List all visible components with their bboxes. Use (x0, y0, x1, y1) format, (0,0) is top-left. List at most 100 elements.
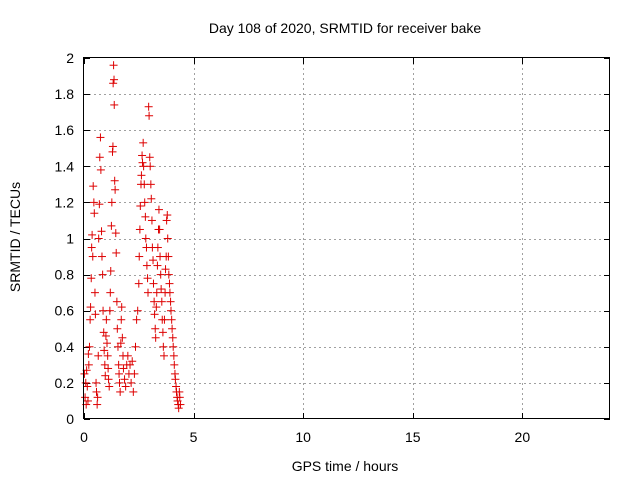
x-tick-label: 15 (405, 429, 421, 445)
data-point (130, 369, 139, 378)
data-point (170, 360, 179, 369)
data-point (133, 306, 142, 315)
data-point (110, 176, 119, 185)
data-point (109, 61, 118, 70)
data-point (94, 234, 103, 243)
data-point (110, 75, 119, 84)
y-tick-label: 2 (66, 50, 74, 66)
data-point (159, 342, 168, 351)
data-point (95, 153, 104, 162)
data-point (146, 162, 155, 171)
data-point (138, 158, 147, 167)
data-point (104, 375, 113, 384)
plot-frame (83, 57, 610, 419)
data-point (136, 202, 145, 211)
y-tick-label: 1.6 (55, 122, 75, 138)
data-point (153, 243, 162, 252)
data-point (114, 360, 123, 369)
data-point (100, 360, 109, 369)
data-point (117, 303, 126, 312)
data-point (134, 279, 143, 288)
x-tick-label: 5 (190, 429, 198, 445)
y-tick-label: 1.2 (55, 194, 75, 210)
data-point (163, 211, 172, 220)
data-point (176, 400, 185, 409)
data-point (167, 306, 176, 315)
y-tick-label: 1.8 (55, 86, 75, 102)
data-point (111, 229, 120, 238)
data-point (94, 351, 103, 360)
y-tick-label: 1 (66, 231, 74, 247)
data-point (99, 306, 108, 315)
data-point (108, 142, 117, 151)
data-point (113, 324, 122, 333)
data-point (157, 285, 166, 294)
data-point (93, 393, 102, 402)
data-point (167, 315, 176, 324)
y-tick-label: 0.2 (55, 375, 75, 391)
data-point (141, 212, 150, 221)
data-point (162, 216, 171, 225)
data-point (123, 351, 132, 360)
x-tick-label: 0 (80, 429, 88, 445)
data-point (142, 261, 151, 270)
data-point (83, 396, 92, 405)
data-point (171, 375, 180, 384)
data-point (84, 360, 93, 369)
data-point (84, 350, 93, 359)
data-point (115, 369, 124, 378)
data-point (143, 288, 152, 297)
data-point (96, 165, 105, 174)
data-point (141, 234, 150, 243)
data-point (81, 378, 90, 387)
data-point (151, 324, 160, 333)
data-point (161, 265, 170, 274)
data-point (157, 297, 166, 306)
data-point (119, 364, 128, 373)
data-point (87, 274, 96, 283)
data-point (80, 369, 89, 378)
data-point (118, 333, 127, 342)
data-point (174, 404, 183, 413)
data-point (95, 200, 104, 209)
data-point (138, 151, 147, 160)
y-tick-label: 1.4 (55, 158, 75, 174)
data-point (107, 221, 116, 230)
data-point (101, 331, 110, 340)
data-point (163, 234, 172, 243)
data-point (87, 243, 96, 252)
data-point (175, 393, 184, 402)
data-point (88, 230, 97, 239)
data-point (149, 256, 158, 265)
data-point (106, 266, 115, 275)
data-point (154, 205, 163, 214)
data-point (93, 400, 102, 409)
data-point (159, 351, 168, 360)
data-point (137, 171, 146, 180)
data-point (97, 227, 106, 236)
x-tick-label: 20 (515, 429, 531, 445)
data-point (155, 225, 164, 234)
data-point (89, 198, 98, 207)
data-point (103, 339, 112, 348)
data-point (150, 297, 159, 306)
data-point (83, 382, 92, 391)
data-point (152, 303, 161, 312)
data-point (144, 102, 153, 111)
data-point (88, 252, 97, 261)
data-point (127, 378, 136, 387)
data-point (164, 252, 173, 261)
y-tick-label: 0.8 (55, 267, 75, 283)
data-point (151, 333, 160, 342)
data-point (146, 180, 155, 189)
data-point (102, 315, 111, 324)
grid-lines (84, 58, 610, 419)
x-axis-label: GPS time / hours (292, 458, 399, 474)
data-point (109, 79, 118, 88)
data-point (104, 364, 113, 373)
data-point (105, 382, 114, 391)
tick-labels: 0 5 10 15 20 0 0.2 0.4 0.6 0.8 1 1.2 1.4 1.6 1.8 2 (55, 50, 531, 445)
data-point (90, 209, 99, 218)
data-point (128, 357, 137, 366)
